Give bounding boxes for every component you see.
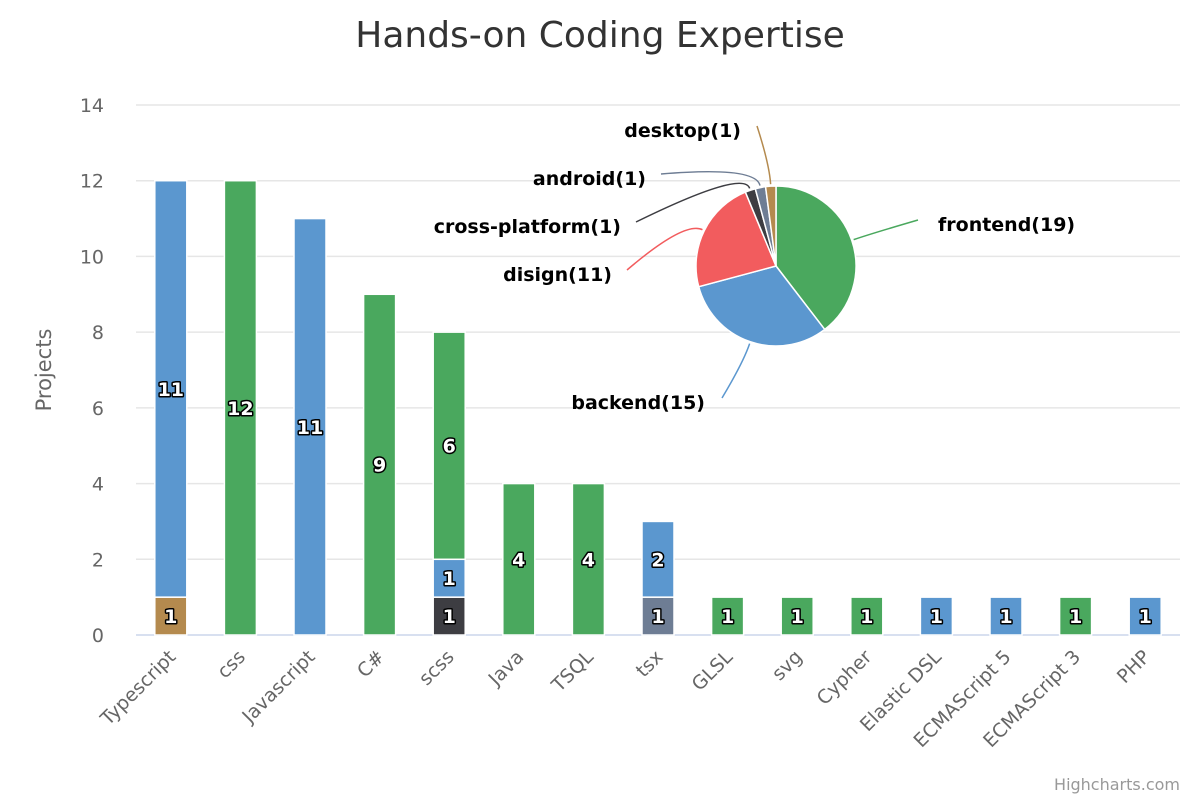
bar-javascript-0 [293,217,327,636]
data-label-c-0: 9 [373,455,386,477]
bar-scss-1 [432,558,466,598]
y-axis-ticks: 0 2 4 6 8 10 12 14 [80,95,104,647]
data-label-elastic-dsl-0: 1 [930,606,943,628]
y-axis-title: Projects [32,329,56,412]
y-tick-label-14: 14 [80,95,104,117]
pie-connector-frontend [853,219,919,241]
bar-elastic-dsl-0 [919,596,954,636]
pie-connector-disign [626,227,703,271]
data-label-ecmascript-3-0: 1 [1069,606,1082,628]
x-tick-label-php: PHP [1113,646,1155,688]
data-label-tsql-0: 4 [582,549,595,571]
data-label-typescript-0: 1 [164,606,177,628]
data-label-cypher-0: 1 [860,606,873,628]
bar-tsx-1 [641,520,675,598]
chart-title: Hands-on Coding Expertise [355,15,845,56]
x-tick-label-tsx: tsx [632,646,668,682]
x-tick-label-c: C# [353,646,389,682]
pie-slice-backend [697,265,826,347]
bar-css-0 [223,179,258,636]
bar-scss-0 [432,596,466,636]
bar-glsl-0 [710,596,745,636]
bar-tsx-0 [641,596,675,636]
bar-svg-0 [780,596,814,636]
bar-c-0 [362,293,397,636]
data-label-svg-0: 1 [791,606,804,628]
pie-connector-backend [721,343,751,399]
x-tick-label-cypher: Cypher [813,646,877,710]
bar-cypher-0 [850,596,884,636]
x-tick-label-java: Java [484,646,529,691]
y-tick-label-12: 12 [80,171,104,193]
data-label-tsx-0: 1 [651,606,664,628]
pie-slice-frontend [775,185,857,331]
y-tick-label-4: 4 [92,474,104,496]
pie-label-disign: disign(11) [503,264,612,286]
bar-ecmascript-3-0 [1058,596,1093,636]
x-tick-label-svg: svg [768,646,807,685]
data-label-typescript-1: 11 [158,379,184,401]
pie-connector-cross-platform [635,182,751,223]
y-tick-label-10: 10 [80,246,104,268]
pie-label-backend: backend(15) [571,392,705,414]
x-tick-label-css: css [213,646,250,683]
pie-connector-desktop [756,125,772,185]
bar-scss-2 [432,331,466,561]
data-label-scss-1: 1 [443,568,456,590]
bar-java-0 [502,482,536,636]
data-label-ecmascript-5-0: 1 [999,606,1012,628]
data-label-javascript-0: 11 [297,417,323,439]
data-label-scss-0: 1 [443,606,456,628]
credits-link[interactable]: Highcharts.com [1054,775,1180,794]
y-tick-label-8: 8 [92,322,104,344]
pie-label-desktop: desktop(1) [624,120,741,142]
data-label-php-0: 1 [1139,606,1152,628]
data-label-glsl-0: 1 [721,606,734,628]
pie-label-android: android(1) [533,168,646,190]
bar-typescript-0 [154,596,188,636]
data-label-css-0: 12 [227,398,253,420]
x-tick-label-javascript: Javascript [237,646,319,728]
y-tick-label-0: 0 [92,625,104,647]
data-label-tsx-1: 2 [651,549,664,571]
data-label-java-0: 4 [512,549,525,571]
bar-typescript-1 [154,179,188,598]
data-label-scss-2: 6 [443,436,456,458]
x-tick-label-typescript: Typescript [96,646,181,731]
pie-connector-android [660,170,761,186]
pie-slice-disign [695,191,778,288]
bar-ecmascript-5-0 [989,596,1023,636]
pie-slice-desktop [764,185,777,267]
bar-php-0 [1128,596,1162,636]
x-tick-label-glsl: GLSL [688,646,738,696]
pie-label-frontend: frontend(19) [938,214,1075,236]
y-tick-label-6: 6 [92,398,104,420]
pie-chart: frontend(19) backend(15) disign(11) cross-p… [434,120,1075,414]
bar-tsql-0 [571,482,606,636]
pie-label-cross-platform: cross-platform(1) [434,216,621,238]
y-tick-label-2: 2 [92,549,104,571]
x-tick-label-scss: scss [415,646,459,690]
x-tick-label-tsql: TSQL [547,646,598,697]
